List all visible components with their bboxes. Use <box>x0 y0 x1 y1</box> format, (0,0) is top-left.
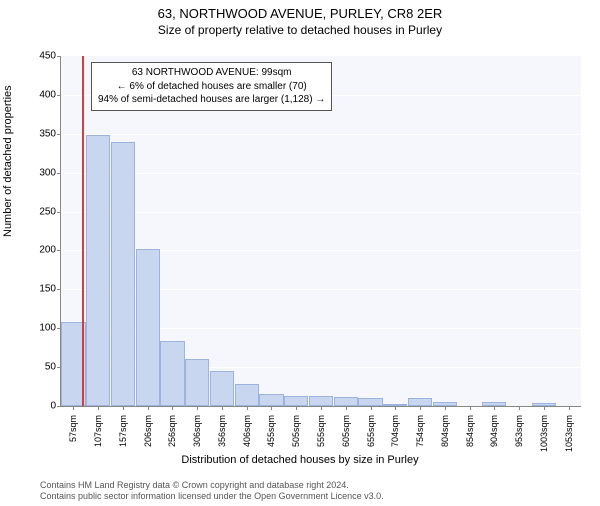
ytick-mark <box>57 173 61 174</box>
bar <box>160 341 184 406</box>
xtick-mark <box>544 406 545 410</box>
xtick-mark <box>222 406 223 410</box>
bar <box>284 396 308 406</box>
xtick-mark <box>73 406 74 410</box>
x-axis-label: Distribution of detached houses by size … <box>0 454 600 466</box>
chart-title-main: 63, NORTHWOOD AVENUE, PURLEY, CR8 2ER <box>0 6 600 21</box>
ytick-mark <box>57 56 61 57</box>
chart-area: 05010015020025030035040045057sqm107sqm15… <box>60 56 580 406</box>
footer-line: Contains HM Land Registry data © Crown c… <box>40 480 384 491</box>
annotation-line: 63 NORTHWOOD AVENUE: 99sqm <box>98 66 325 80</box>
ytick-label: 150 <box>26 284 56 295</box>
xtick-mark <box>569 406 570 410</box>
gridline <box>61 134 581 135</box>
gridline <box>61 173 581 174</box>
chart-plot: 05010015020025030035040045057sqm107sqm15… <box>60 56 581 407</box>
bar <box>358 398 382 406</box>
ytick-label: 50 <box>26 362 56 373</box>
xtick-mark <box>123 406 124 410</box>
xtick-mark <box>247 406 248 410</box>
xtick-mark <box>494 406 495 410</box>
ytick-mark <box>57 134 61 135</box>
ytick-label: 100 <box>26 323 56 334</box>
bar <box>334 397 358 406</box>
bar <box>185 359 209 406</box>
ytick-label: 400 <box>26 89 56 100</box>
ytick-mark <box>57 289 61 290</box>
ytick-label: 200 <box>26 245 56 256</box>
xtick-mark <box>371 406 372 410</box>
ytick-mark <box>57 212 61 213</box>
bar <box>210 371 234 406</box>
ytick-label: 0 <box>26 401 56 412</box>
xtick-mark <box>98 406 99 410</box>
gridline <box>61 212 581 213</box>
xtick-mark <box>271 406 272 410</box>
ytick-mark <box>57 406 61 407</box>
xtick-mark <box>148 406 149 410</box>
ytick-mark <box>57 95 61 96</box>
xtick-mark <box>321 406 322 410</box>
xtick-mark <box>445 406 446 410</box>
bar <box>235 384 259 406</box>
xtick-mark <box>197 406 198 410</box>
ytick-label: 350 <box>26 128 56 139</box>
xtick-mark <box>346 406 347 410</box>
ytick-mark <box>57 250 61 251</box>
bar <box>136 249 160 406</box>
annotation-box: 63 NORTHWOOD AVENUE: 99sqm← 6% of detach… <box>91 62 332 111</box>
ytick-label: 300 <box>26 167 56 178</box>
bar <box>259 394 283 406</box>
xtick-mark <box>420 406 421 410</box>
annotation-line: 94% of semi-detached houses are larger (… <box>98 93 325 107</box>
reference-line <box>82 56 84 406</box>
xtick-mark <box>395 406 396 410</box>
ytick-label: 250 <box>26 206 56 217</box>
footer-line: Contains public sector information licen… <box>40 491 384 502</box>
bar <box>86 135 110 406</box>
bar <box>408 398 432 406</box>
annotation-line: ← 6% of detached houses are smaller (70) <box>98 80 325 94</box>
xtick-mark <box>519 406 520 410</box>
footer-credits: Contains HM Land Registry data © Crown c… <box>40 480 384 503</box>
xtick-mark <box>172 406 173 410</box>
bar <box>309 396 333 406</box>
xtick-mark <box>296 406 297 410</box>
y-axis-label: Number of detached properties <box>2 85 14 237</box>
ytick-label: 450 <box>26 51 56 62</box>
bar <box>111 142 135 406</box>
xtick-mark <box>470 406 471 410</box>
chart-title-sub: Size of property relative to detached ho… <box>0 23 600 37</box>
